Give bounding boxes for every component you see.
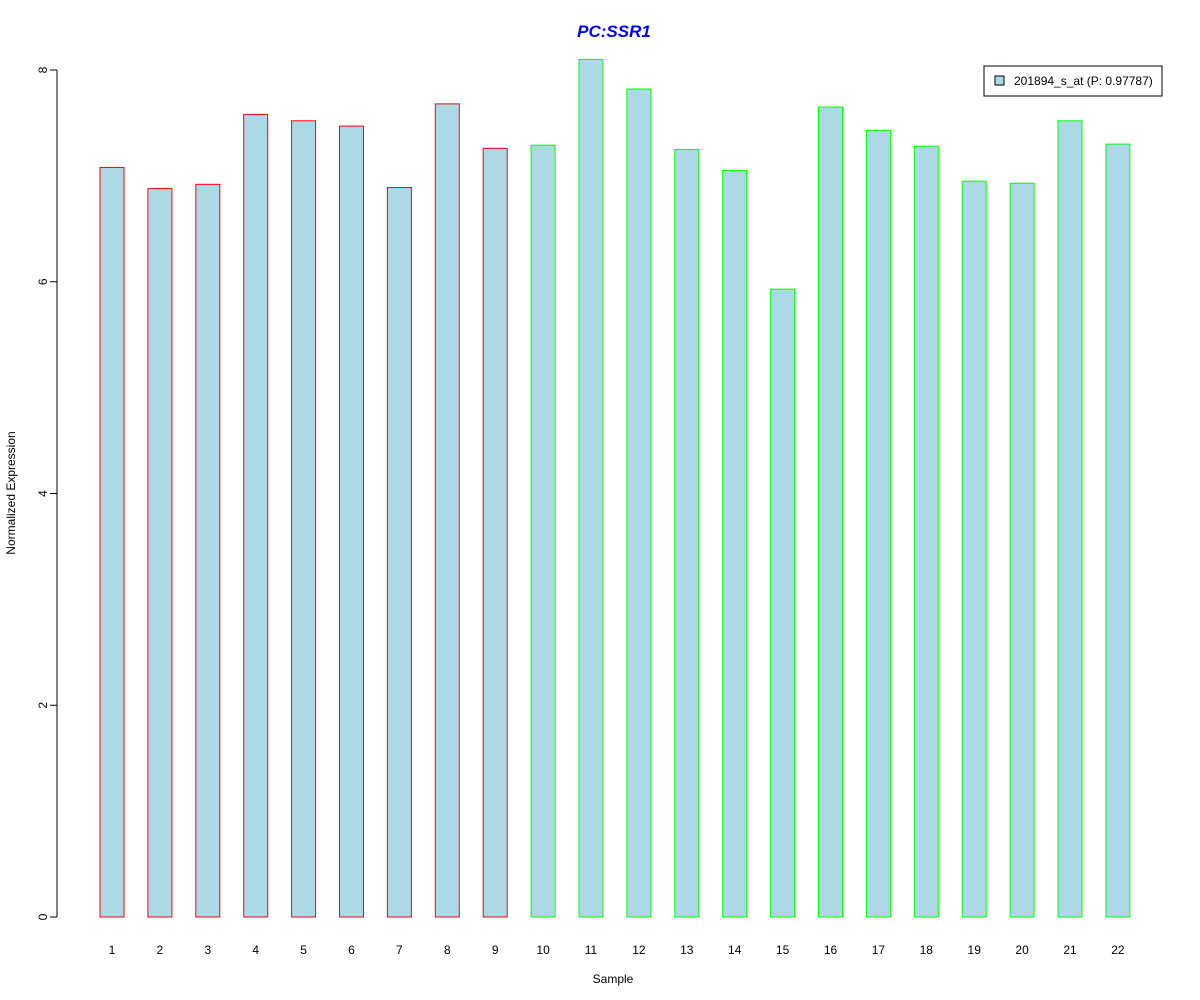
x-tick-label: 15 — [776, 943, 790, 957]
bar-sample-17 — [865, 129, 891, 918]
bar-sample-21 — [1057, 120, 1083, 918]
legend: 201894_s_at (P: 0.97787) — [983, 65, 1163, 97]
x-tick-label: 13 — [680, 943, 694, 957]
bar-sample-4 — [243, 113, 269, 918]
y-tick-label: 8 — [36, 66, 50, 73]
x-tick-label: 16 — [824, 943, 838, 957]
x-tick-label: 22 — [1111, 943, 1125, 957]
bar-sample-5 — [291, 120, 317, 918]
bar-sample-16 — [818, 106, 843, 918]
bar-sample-13 — [674, 148, 700, 918]
bar-sample-19 — [961, 180, 987, 918]
bar-sample-6 — [339, 125, 364, 918]
x-tick-label: 10 — [536, 943, 550, 957]
chart-title: PC:SSR1 — [577, 22, 651, 41]
x-tick-label: 12 — [632, 943, 646, 957]
bar-sample-11 — [578, 58, 604, 918]
y-axis: 0 2 4 6 8 — [36, 66, 58, 920]
y-axis-title: Normalized Expression — [4, 431, 18, 554]
x-tick-label: 9 — [492, 943, 499, 957]
x-tick-labels: 1 2 3 4 5 6 7 8 9 10 11 12 13 14 15 16 17 18 19 20 21 22 — [109, 943, 1125, 957]
bar-sample-22 — [1105, 143, 1131, 918]
bar-sample-18 — [913, 145, 939, 918]
y-tick-label: 4 — [36, 490, 50, 497]
x-tick-label: 17 — [872, 943, 886, 957]
bar-sample-9 — [482, 147, 508, 918]
bar-sample-3 — [195, 183, 221, 918]
x-tick-label: 7 — [396, 943, 403, 957]
x-tick-label: 4 — [252, 943, 259, 957]
bar-sample-8 — [434, 103, 460, 918]
x-tick-label: 8 — [444, 943, 451, 957]
y-tick-label: 0 — [36, 913, 50, 920]
x-tick-label: 2 — [157, 943, 164, 957]
legend-swatch — [994, 75, 1005, 86]
bar-sample-15 — [770, 288, 796, 918]
x-tick-label: 21 — [1063, 943, 1077, 957]
x-tick-label: 14 — [728, 943, 742, 957]
x-tick-label: 6 — [348, 943, 355, 957]
x-tick-label: 19 — [968, 943, 982, 957]
legend-box — [983, 65, 1163, 97]
bar-sample-7 — [386, 187, 412, 918]
bar-sample-20 — [1009, 182, 1035, 918]
bars-group — [99, 58, 1131, 918]
x-tick-label: 1 — [109, 943, 116, 957]
legend-label: 201894_s_at (P: 0.97787) — [1014, 74, 1153, 88]
bar-sample-10 — [530, 144, 556, 918]
bar-sample-14 — [722, 170, 748, 918]
y-tick-label: 6 — [36, 278, 50, 285]
bar-sample-12 — [626, 88, 652, 918]
y-tick-label: 2 — [36, 702, 50, 709]
x-tick-label: 5 — [300, 943, 307, 957]
x-axis-title: Sample — [593, 972, 634, 986]
bar-sample-2 — [147, 188, 173, 918]
x-tick-label: 3 — [204, 943, 211, 957]
x-tick-label: 11 — [585, 943, 598, 957]
x-tick-label: 18 — [920, 943, 934, 957]
bar-sample-1 — [99, 166, 125, 918]
x-tick-label: 20 — [1015, 943, 1029, 957]
